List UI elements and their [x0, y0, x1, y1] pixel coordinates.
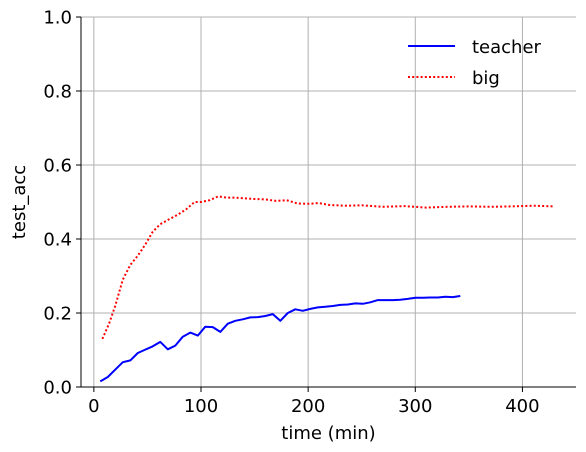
series-line-teacher: [99, 295, 461, 383]
legend: teacher big: [408, 37, 542, 89]
x-axis-ticks: 0 100 200 300 400: [88, 387, 540, 417]
x-tick-label: 100: [184, 396, 218, 417]
x-tick-label: 200: [291, 396, 325, 417]
x-axis-label: time (min): [281, 423, 375, 444]
legend-label-teacher: teacher: [472, 37, 542, 58]
y-tick-label: 1.0: [43, 8, 72, 29]
x-tick-label: 400: [505, 396, 539, 417]
y-tick-label: 0.2: [43, 304, 72, 325]
y-tick-label: 0.4: [43, 230, 72, 251]
legend-label-big: big: [472, 68, 500, 89]
x-tick-label: 0: [88, 396, 99, 417]
x-tick-label: 300: [398, 396, 432, 417]
series-line-big: [101, 195, 555, 340]
y-tick-label: 0.6: [43, 156, 72, 177]
y-axis-label: test_acc: [9, 165, 30, 239]
series-group: [99, 195, 555, 383]
y-axis-ticks: 0.0 0.2 0.4 0.6 0.8 1.0: [43, 8, 81, 399]
grid: [81, 16, 576, 388]
y-tick-label: 0.0: [43, 378, 72, 399]
axes-spines: [80, 17, 576, 388]
y-tick-label: 0.8: [43, 82, 72, 103]
